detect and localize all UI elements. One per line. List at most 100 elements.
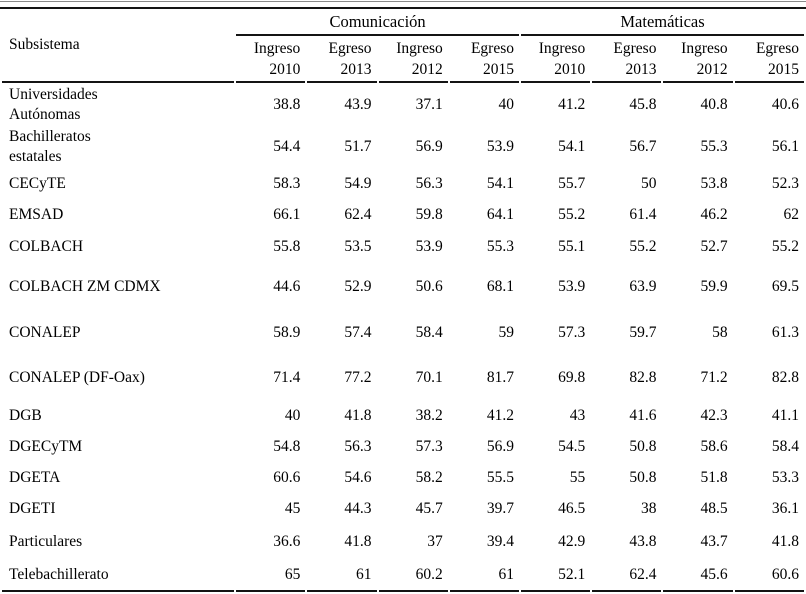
column-header-ingreso-2012-com: Ingreso 2012	[378, 36, 448, 83]
cell-value: 39.4	[486, 532, 515, 550]
cell-value: 45.7	[415, 499, 443, 517]
cell-value: 59	[498, 324, 515, 342]
cell-value: 55	[569, 468, 586, 486]
cell-value: 56.9	[486, 437, 515, 455]
cell-value: 57.3	[415, 437, 443, 455]
cell-value: 53.3	[771, 468, 799, 486]
cell-value: 59.9	[700, 278, 728, 296]
row-label: CONALEP	[9, 324, 81, 342]
column-header-egreso-2013-com: Egreso 2013	[307, 36, 377, 83]
cell-value: 40.8	[700, 95, 728, 113]
cell-value: 71.2	[700, 369, 728, 387]
cell-value: 54.1	[558, 138, 586, 156]
cell-value: 41.8	[771, 532, 799, 550]
cell-value: 50.8	[629, 468, 657, 486]
cell-value: 77.2	[344, 369, 372, 387]
top-thin-rule	[0, 1, 806, 2]
table-row: Bachilleratos estatales 54.4 51.7 56.9 53.9…	[2, 126, 804, 168]
table-row: COLBACH 55.8 53.5 53.9 55.3 55.1 55.2 52.7 55.2	[2, 230, 804, 264]
column-header-egreso-2015-com: Egreso 2015	[449, 36, 520, 83]
cell-value: 65	[236, 559, 306, 592]
cell-value: 58.4	[771, 437, 799, 455]
cell-value: 58.3	[273, 174, 301, 192]
cell-value: 58.2	[415, 468, 443, 486]
row-label: COLBACH ZM CDMX	[9, 278, 161, 296]
cell-value: 71.4	[273, 369, 301, 387]
cell-value: 54.9	[344, 174, 372, 192]
column-header-ingreso-2010-com: Ingreso 2010	[236, 36, 306, 83]
cell-value: 48.5	[700, 499, 728, 517]
cell-value: 82.8	[629, 369, 657, 387]
cell-value: 55.5	[486, 468, 515, 486]
cell-value: 37.1	[415, 95, 443, 113]
cell-value: 53.9	[558, 278, 586, 296]
sub-header-row: Ingreso 2010 Egreso 2013 Ingreso 2012 Eg…	[2, 36, 804, 83]
cell-value: 61.4	[629, 205, 657, 223]
row-label: Universidades Autónomas	[9, 85, 98, 123]
cell-value: 53.9	[415, 238, 443, 256]
cell-value: 39.7	[486, 499, 515, 517]
cell-value: 41.6	[629, 406, 657, 424]
cell-value: 43.8	[629, 532, 657, 550]
row-label: DGETI	[9, 499, 56, 517]
cell-value: 52.3	[771, 174, 799, 192]
cell-value: 63.9	[629, 278, 657, 296]
column-header-egreso-2015-mat: Egreso 2015	[734, 36, 804, 83]
cell-value: 43	[569, 406, 586, 424]
cell-value: 56.9	[415, 138, 443, 156]
cell-value: 41.2	[486, 406, 515, 424]
cell-value: 53.9	[486, 138, 515, 156]
cell-value: 69.5	[771, 278, 799, 296]
cell-value: 56.3	[344, 437, 372, 455]
cell-value: 60.6	[734, 559, 804, 592]
cell-value: 51.7	[344, 138, 372, 156]
cell-value: 45	[284, 499, 301, 517]
cell-value: 55.2	[771, 238, 799, 256]
cell-value: 62.4	[344, 205, 372, 223]
cell-value: 55.2	[629, 238, 657, 256]
cell-value: 60.6	[273, 468, 301, 486]
cell-value: 45.6	[663, 559, 733, 592]
cell-value: 58.4	[415, 324, 443, 342]
table-row: CONALEP 58.9 57.4 58.4 59 57.3 59.7 58 61.3	[2, 310, 804, 356]
cell-value: 50.8	[629, 437, 657, 455]
cell-value: 52.1	[521, 559, 591, 592]
cell-value: 55.3	[700, 138, 728, 156]
table-row: CECyTE 58.3 54.9 56.3 54.1 55.7 50 53.8 52.3	[2, 168, 804, 199]
row-label: Particulares	[9, 532, 83, 550]
cell-value: 40.6	[771, 95, 799, 113]
cell-value: 69.8	[558, 369, 586, 387]
row-label: Bachilleratos estatales	[9, 128, 91, 165]
cell-value: 58.9	[273, 324, 301, 342]
table-row: Universidades Autónomas 38.8 43.9 37.1 40 41…	[2, 83, 804, 126]
cell-value: 38	[640, 499, 657, 517]
cell-value: 38.2	[415, 406, 443, 424]
cell-value: 44.6	[273, 278, 301, 296]
table-row: DGECyTM 54.8 56.3 57.3 56.9 54.5 50.8 58.6 58.4	[2, 431, 804, 462]
cell-value: 56.3	[415, 174, 443, 192]
cell-value: 61	[449, 559, 520, 592]
table-row: DGETA 60.6 54.6 58.2 55.5 55 50.8 51.8 53.3	[2, 462, 804, 493]
cell-value: 55.1	[558, 238, 586, 256]
cell-value: 53.5	[344, 238, 372, 256]
row-label: COLBACH	[9, 238, 84, 256]
cell-value: 54.1	[486, 174, 515, 192]
cell-value: 36.1	[771, 499, 799, 517]
cell-value: 57.3	[558, 324, 586, 342]
cell-value: 56.1	[771, 138, 799, 156]
row-label: DGB	[9, 406, 42, 424]
cell-value: 51.8	[700, 468, 728, 486]
group-header-comunicacion: Comunicación	[236, 9, 520, 36]
cell-value: 41.2	[558, 95, 586, 113]
cell-value: 54.5	[558, 437, 586, 455]
cell-value: 54.4	[273, 138, 301, 156]
cell-value: 55.3	[486, 238, 515, 256]
cell-value: 61.3	[771, 324, 799, 342]
cell-value: 81.7	[486, 369, 515, 387]
table-row: DGETI 45 44.3 45.7 39.7 46.5 38 48.5 36.1	[2, 493, 804, 524]
table-row: COLBACH ZM CDMX 44.6 52.9 50.6 68.1 53.9 63.9…	[2, 264, 804, 310]
results-table: Subsistema Comunicación Matemáticas Ingr…	[0, 7, 806, 592]
cell-value: 41.8	[344, 406, 372, 424]
cell-value: 37	[427, 532, 443, 550]
